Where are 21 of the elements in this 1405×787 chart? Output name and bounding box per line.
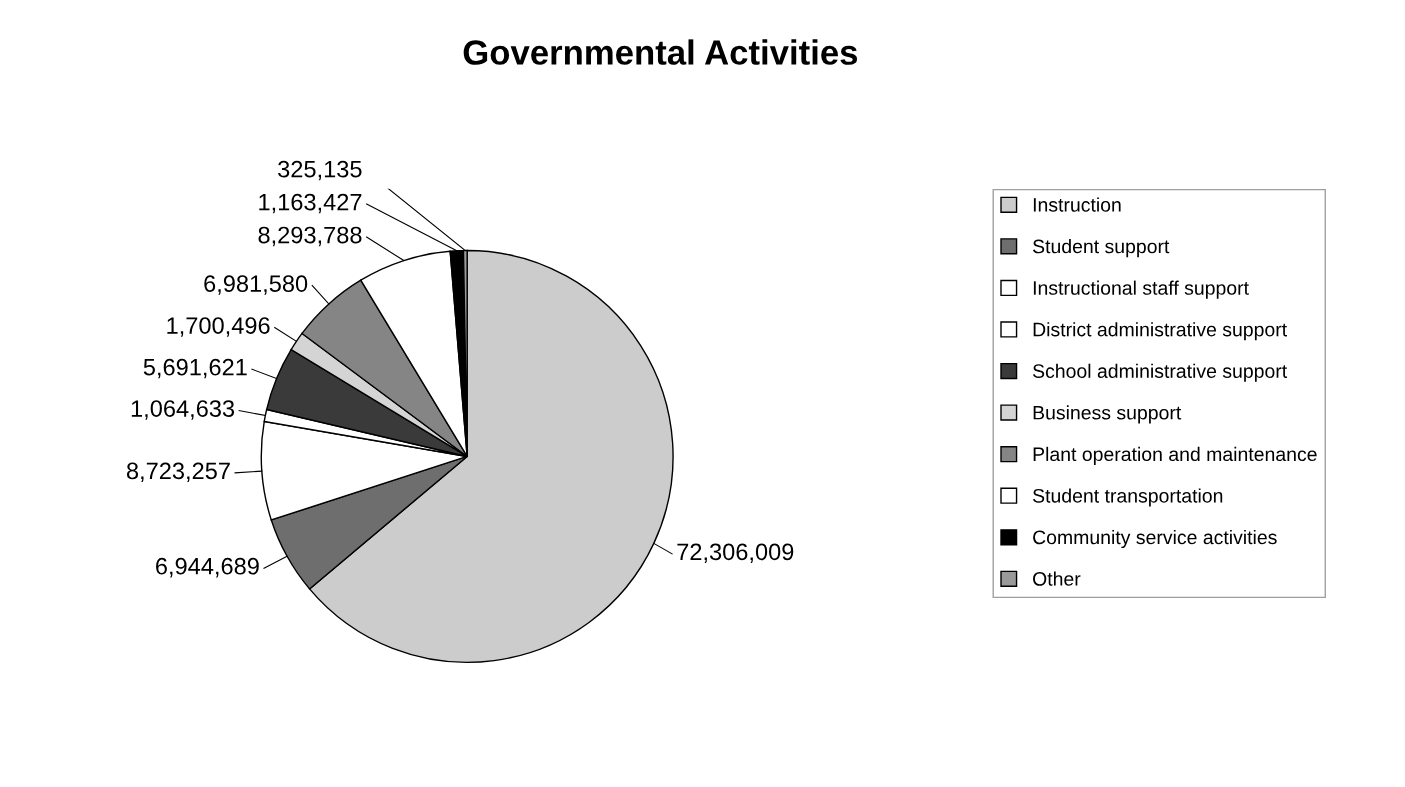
legend-label: Student support <box>1033 239 1170 258</box>
data-label: 1,064,633 <box>131 400 235 420</box>
data-label: 6,944,689 <box>156 557 259 578</box>
legend-label: Business support <box>1033 405 1182 424</box>
legend-label: Instructional staff support <box>1033 280 1249 299</box>
data-label: 5,691,621 <box>143 358 247 379</box>
data-label: 1,163,427 <box>259 193 362 214</box>
legend-label: School administrative support <box>1033 363 1288 382</box>
legend-label: Plant operation and maintenance <box>1033 446 1317 465</box>
data-label: 8,293,788 <box>258 226 362 247</box>
data-label: 8,723,257 <box>126 462 230 482</box>
legend-label: District administrative support <box>1033 322 1287 341</box>
legend-label: Student transportation <box>1033 488 1223 507</box>
data-label: 72,306,009 <box>677 543 794 563</box>
legend-label: Instruction <box>1033 197 1121 212</box>
data-label: 325,135 <box>278 160 362 181</box>
data-label: 6,981,580 <box>204 275 308 295</box>
legend-label: Other <box>1033 571 1081 586</box>
data-label: 1,700,496 <box>167 317 270 337</box>
legend-label: Community service activities <box>1033 529 1277 549</box>
chart-title: Governmental Activities <box>463 39 858 65</box>
